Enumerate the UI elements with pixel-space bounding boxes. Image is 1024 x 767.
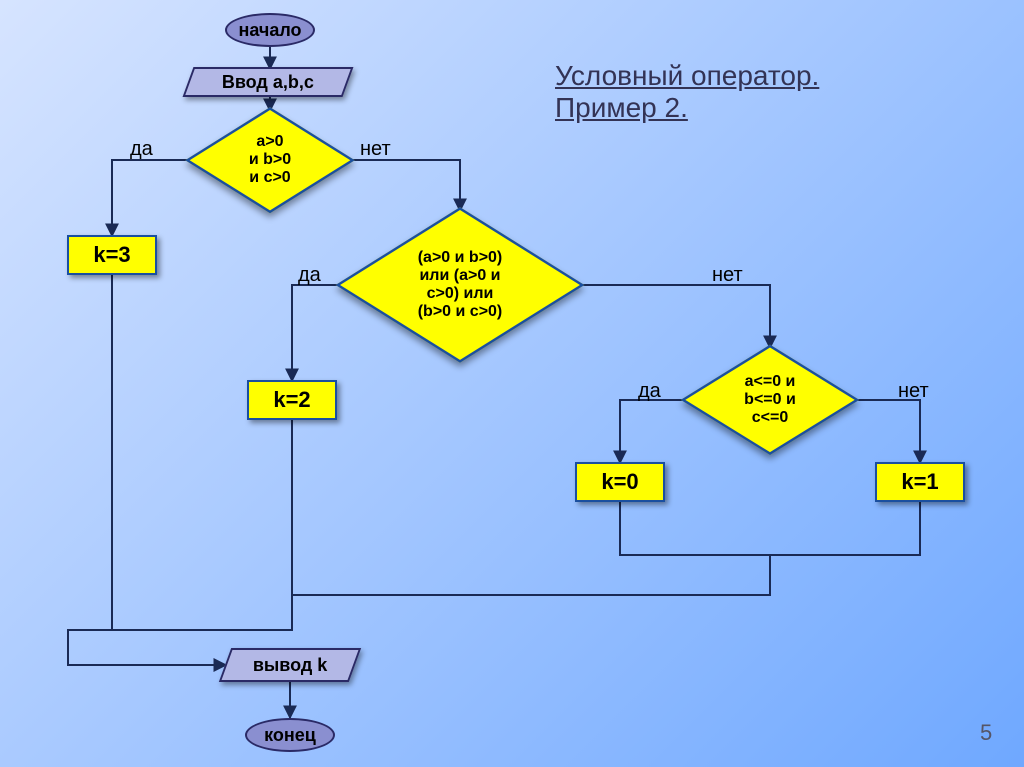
branch-label-d3_no: нет bbox=[898, 380, 929, 403]
flow-connectors bbox=[0, 0, 1024, 767]
slide-title: Условный оператор. Пример 2. bbox=[555, 60, 819, 124]
page-number: 5 bbox=[980, 720, 992, 746]
node-start: начало bbox=[225, 13, 315, 47]
branch-label-d2_no: нет bbox=[712, 264, 743, 287]
node-k1: k=1 bbox=[875, 462, 965, 502]
branch-label-d1_yes: да bbox=[130, 138, 153, 161]
node-end: конец bbox=[245, 718, 335, 752]
node-d3: a<=0 и b<=0 и c<=0 bbox=[685, 348, 855, 453]
node-input: Ввод a,b,c bbox=[188, 67, 348, 97]
branch-label-d3_yes: да bbox=[638, 380, 661, 403]
node-k0: k=0 bbox=[575, 462, 665, 502]
node-output: вывод k bbox=[225, 648, 355, 682]
node-k2: k=2 bbox=[247, 380, 337, 420]
branch-label-d1_no: нет bbox=[360, 138, 391, 161]
node-d2: (a>0 и b>0) или (a>0 и c>0) или (b>0 и c… bbox=[340, 210, 580, 360]
branch-label-d2_yes: да bbox=[298, 264, 321, 287]
node-k3: k=3 bbox=[67, 235, 157, 275]
node-d1: a>0 и b>0 и c>0 bbox=[190, 110, 350, 210]
